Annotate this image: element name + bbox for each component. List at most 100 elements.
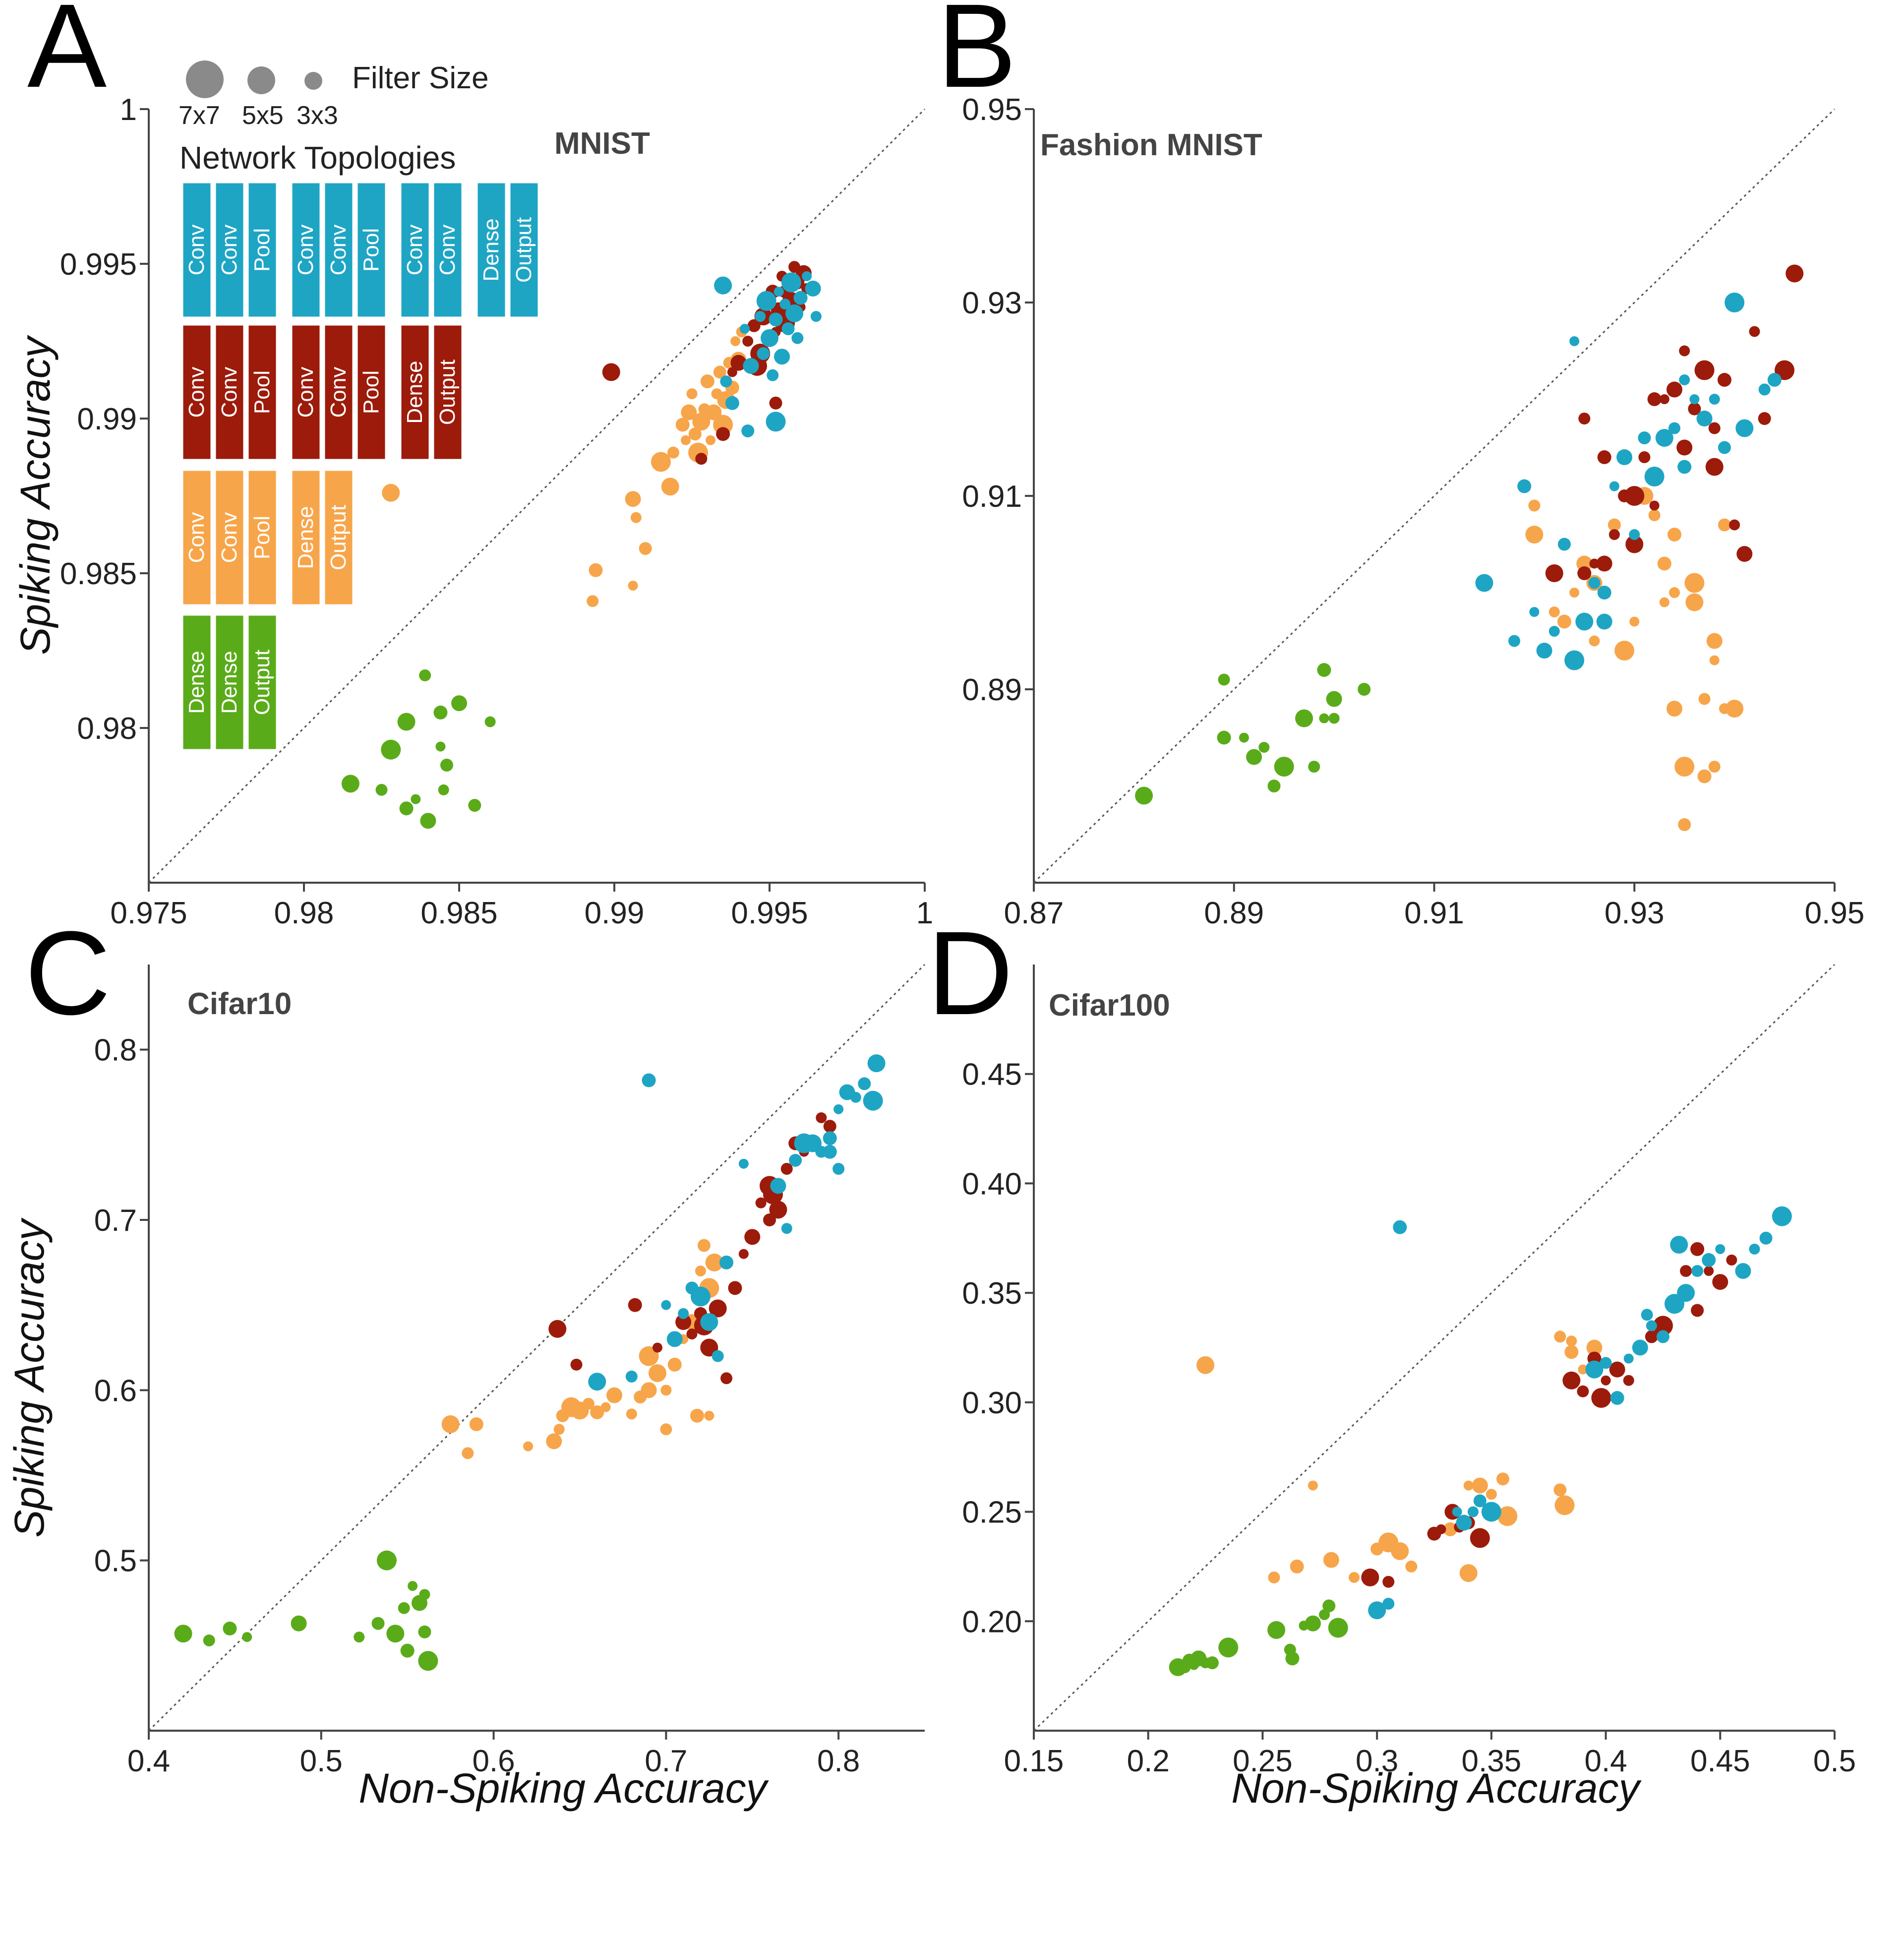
data-point — [781, 272, 801, 293]
x-tick-label: 0.4 — [1584, 1744, 1627, 1778]
data-point — [602, 363, 620, 381]
x-tick-label: 0.35 — [1462, 1744, 1522, 1778]
data-point — [709, 1299, 727, 1318]
data-point — [1758, 412, 1771, 425]
panel-letter-c: C — [25, 907, 111, 1039]
data-point — [1677, 460, 1692, 474]
data-point — [1205, 1656, 1219, 1670]
y-tick-label: 0.25 — [962, 1496, 1022, 1530]
data-point — [1696, 411, 1713, 426]
data-point — [757, 347, 770, 360]
x-tick-label: 0.87 — [1004, 896, 1064, 930]
data-point — [1729, 519, 1740, 531]
data-point — [1481, 1502, 1501, 1522]
layer-label: Dense — [217, 651, 241, 714]
data-point — [1597, 586, 1611, 600]
data-point — [769, 312, 783, 327]
data-point — [546, 1433, 562, 1450]
data-point — [1267, 1621, 1286, 1639]
identity-diagonal — [1033, 964, 1836, 1732]
data-point — [785, 304, 804, 322]
layer-block — [323, 324, 354, 461]
series-cyan — [1475, 293, 1782, 670]
data-point — [1688, 402, 1701, 416]
data-point — [1239, 732, 1249, 743]
x-tick-label: 0.2 — [1127, 1744, 1170, 1778]
data-point — [1525, 526, 1544, 544]
data-point — [1578, 413, 1591, 424]
data-point — [766, 412, 786, 432]
data-point — [639, 1346, 659, 1366]
y-tick-label: 0.995 — [60, 247, 137, 282]
data-point — [1586, 1339, 1603, 1356]
x-tick-label: 0.95 — [1805, 896, 1865, 930]
y-tick-label: 0.7 — [94, 1204, 137, 1238]
data-point — [1691, 1304, 1704, 1317]
data-point — [1569, 588, 1580, 598]
layer-label: Pool — [359, 370, 383, 414]
panels: 0.975 0.98 0.985 0.99 0.995 1 0.98 0.985 0.99 0.9… — [60, 93, 1864, 1778]
data-point — [1638, 431, 1651, 444]
x-tick-label: 0.8 — [817, 1744, 860, 1778]
data-point — [793, 291, 808, 305]
data-point — [661, 478, 679, 496]
topology-row-orange: Conv Conv Pool Dense Output — [181, 469, 354, 606]
x-tick-label: 0.975 — [110, 896, 187, 930]
data-point — [438, 784, 449, 795]
layer-block — [291, 324, 321, 461]
data-point — [1575, 612, 1594, 631]
data-point — [756, 291, 776, 311]
data-point — [641, 1382, 657, 1398]
data-point — [1758, 383, 1771, 396]
data-point — [774, 287, 784, 297]
data-point — [716, 427, 730, 441]
data-point — [223, 1622, 237, 1635]
data-point — [1670, 1236, 1688, 1254]
data-point — [1246, 749, 1262, 765]
data-point — [1667, 528, 1681, 542]
data-point — [730, 336, 741, 346]
data-point — [1443, 1522, 1457, 1536]
data-point — [1653, 1316, 1673, 1336]
data-point — [1196, 1356, 1215, 1374]
layer-block — [214, 181, 245, 318]
data-point — [1785, 264, 1804, 283]
data-point — [1470, 1528, 1490, 1548]
data-point — [1704, 1266, 1714, 1276]
data-point — [1557, 614, 1571, 629]
layer-label: Output — [326, 505, 351, 570]
data-point — [1577, 566, 1592, 580]
data-point — [779, 299, 791, 310]
series-cyan — [588, 1054, 886, 1391]
data-point — [1708, 761, 1721, 773]
data-point — [789, 1153, 802, 1167]
data-point — [1668, 422, 1680, 434]
data-point — [1467, 1506, 1479, 1517]
data-point — [1679, 345, 1690, 357]
x-tick-label: 0.4 — [127, 1744, 170, 1778]
data-point — [1749, 326, 1760, 337]
data-point — [1669, 587, 1680, 598]
y-axis-title-bottom: Spiking Accuracy — [6, 1217, 53, 1537]
data-point — [1726, 700, 1744, 718]
data-point — [1536, 643, 1552, 659]
x-tick-label: 0.45 — [1690, 1744, 1750, 1778]
panel-1-plot: 0.975 0.98 0.985 0.99 0.995 1 0.98 0.985 0.99 0.9… — [60, 93, 933, 930]
layer-block — [214, 614, 245, 751]
layer-label: Conv — [435, 225, 460, 276]
panel-title-mnist: MNIST — [554, 126, 650, 161]
y-tick-label: 0.985 — [60, 557, 137, 591]
data-point — [713, 365, 726, 379]
data-point — [375, 784, 388, 796]
data-point — [712, 1350, 724, 1362]
data-point — [1694, 360, 1715, 380]
data-point — [587, 595, 599, 607]
data-point — [1610, 1391, 1624, 1405]
data-point — [1591, 1388, 1611, 1408]
data-point — [1624, 486, 1645, 506]
x-tick-label: 1 — [916, 896, 933, 930]
data-point — [1597, 450, 1611, 464]
data-point — [1644, 467, 1665, 486]
data-point — [823, 1131, 837, 1146]
data-point — [484, 716, 496, 727]
